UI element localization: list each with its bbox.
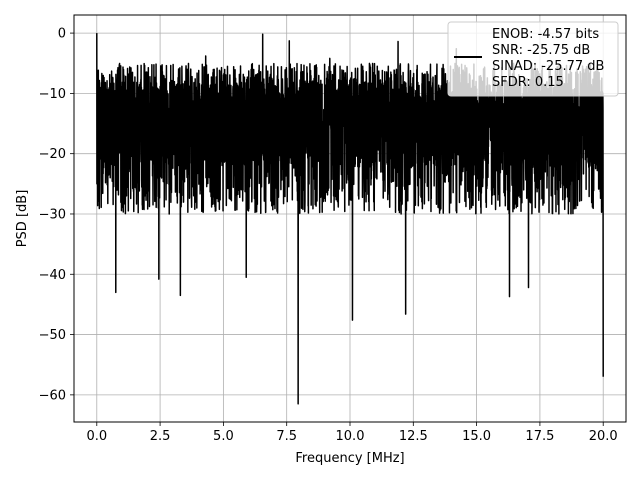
y-tick-label: −20 [39,147,66,162]
x-tick-label: 2.5 [150,429,171,444]
x-tick-label: 10.0 [336,429,365,444]
legend: ENOB: -4.57 bits SNR: -25.75 dB SINAD: -25… [447,21,619,97]
y-axis-label: PSD [dB] [15,190,30,248]
x-tick-label: 20.0 [589,429,618,444]
legend-label-line: SFDR: 0.15 [492,75,564,90]
psd-series-line [96,33,604,405]
x-tick-label: 0.0 [86,429,107,444]
legend-label-line: ENOB: -4.57 bits [492,27,599,42]
x-tick-label: 17.5 [525,429,554,444]
x-axis-label: Frequency [MHz] [295,451,404,466]
y-tick-label: −10 [39,87,66,102]
y-tick-label: −30 [39,207,66,222]
y-tick-label: −60 [39,388,66,403]
y-tick-label: −40 [39,268,66,283]
legend-label: ENOB: -4.57 bits SNR: -25.75 dB SINAD: -25… [492,27,604,90]
x-tick-label: 15.0 [462,429,491,444]
legend-label-line: SINAD: -25.77 dB [492,59,604,74]
x-tick-label: 12.5 [399,429,428,444]
x-tick-label: 7.5 [276,429,297,444]
x-tick-label: 5.0 [213,429,234,444]
y-tick-label: 0 [58,27,66,42]
data-line-group [96,33,604,405]
legend-label-line: SNR: -25.75 dB [492,43,590,58]
legend-box [447,21,619,97]
axis-ticks: 0.0 2.5 5.0 7.5 10.0 12.5 15.0 17.5 20.0 0 −10 −20 −… [39,27,618,444]
y-tick-label: −50 [39,328,66,343]
